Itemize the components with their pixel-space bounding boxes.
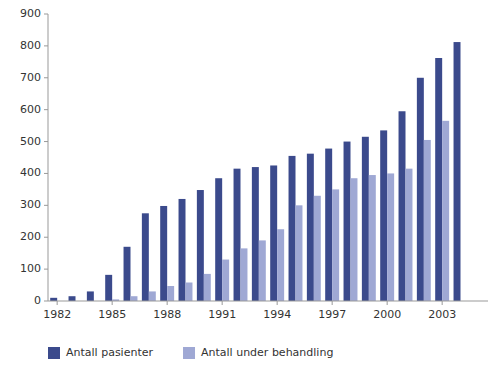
bar (314, 196, 321, 301)
bar (234, 169, 241, 301)
bar (406, 169, 413, 301)
bar (369, 175, 376, 301)
y-tick (44, 109, 48, 110)
legend-swatch (183, 347, 195, 359)
x-tick-label: 1994 (263, 308, 291, 321)
y-tick-label: 900 (20, 7, 41, 20)
bar (344, 142, 351, 301)
bar (87, 291, 94, 301)
bar (179, 199, 186, 301)
legend-swatch (48, 347, 60, 359)
y-tick (44, 301, 48, 302)
y-tick (44, 141, 48, 142)
bar (204, 274, 211, 301)
y-tick-label: 100 (20, 262, 41, 275)
y-tick-label: 500 (20, 135, 41, 148)
bar (197, 190, 204, 301)
bar (142, 213, 149, 301)
y-tick (44, 237, 48, 238)
y-tick-label: 300 (20, 198, 41, 211)
x-tick-label: 1988 (153, 308, 181, 321)
bar (424, 140, 431, 301)
bar (241, 248, 248, 301)
bar (215, 178, 222, 301)
bar (277, 229, 284, 301)
x-tick-label: 2000 (373, 308, 401, 321)
x-tick-label: 1991 (208, 308, 236, 321)
bar (124, 247, 131, 301)
y-tick (44, 269, 48, 270)
y-tick-label: 200 (20, 230, 41, 243)
bar (259, 240, 266, 301)
y-axis (48, 14, 49, 301)
bar (69, 296, 76, 301)
x-tick (332, 301, 333, 305)
chart: 0 100 200 300 400 500 600 700 800 900 1982 1985 1988… (0, 0, 500, 373)
y-tick-label: 400 (20, 166, 41, 179)
bar (296, 205, 303, 301)
x-tick (222, 301, 223, 305)
bar (380, 130, 387, 301)
x-tick-label: 1997 (318, 308, 346, 321)
y-tick (44, 77, 48, 78)
bar (105, 275, 112, 301)
x-axis (48, 301, 488, 302)
x-tick (277, 301, 278, 305)
bar (399, 111, 406, 301)
legend: Antall pasienter Antall under behandling (48, 346, 333, 359)
x-tick-label: 1985 (98, 308, 126, 321)
legend-label: Antall under behandling (201, 346, 333, 359)
y-tick (44, 173, 48, 174)
bar (442, 121, 449, 301)
y-tick (44, 14, 48, 15)
x-tick-label: 2003 (428, 308, 456, 321)
bar (332, 189, 339, 301)
bar (351, 178, 358, 301)
bar (435, 58, 442, 301)
bar (149, 291, 156, 301)
x-tick (112, 301, 113, 305)
y-tick (44, 205, 48, 206)
bar (307, 154, 314, 301)
bar (325, 149, 332, 301)
bar (160, 206, 167, 301)
bar (362, 137, 369, 301)
bar (186, 283, 193, 301)
legend-label: Antall pasienter (66, 346, 153, 359)
x-tick-label: 1982 (43, 308, 71, 321)
y-tick-label: 700 (20, 71, 41, 84)
bar (454, 42, 461, 301)
bar (131, 296, 138, 301)
x-tick (387, 301, 388, 305)
y-tick-label: 0 (34, 294, 41, 307)
x-tick (57, 301, 58, 305)
bar (289, 156, 296, 301)
x-tick (167, 301, 168, 305)
bar (270, 165, 277, 301)
bar (417, 78, 424, 301)
x-tick (442, 301, 443, 305)
y-tick (44, 45, 48, 46)
y-tick-label: 600 (20, 103, 41, 116)
bars (50, 42, 460, 301)
bar (167, 286, 174, 301)
bar (252, 167, 259, 301)
bar (387, 173, 394, 301)
y-tick-label: 800 (20, 39, 41, 52)
bar (222, 260, 229, 301)
